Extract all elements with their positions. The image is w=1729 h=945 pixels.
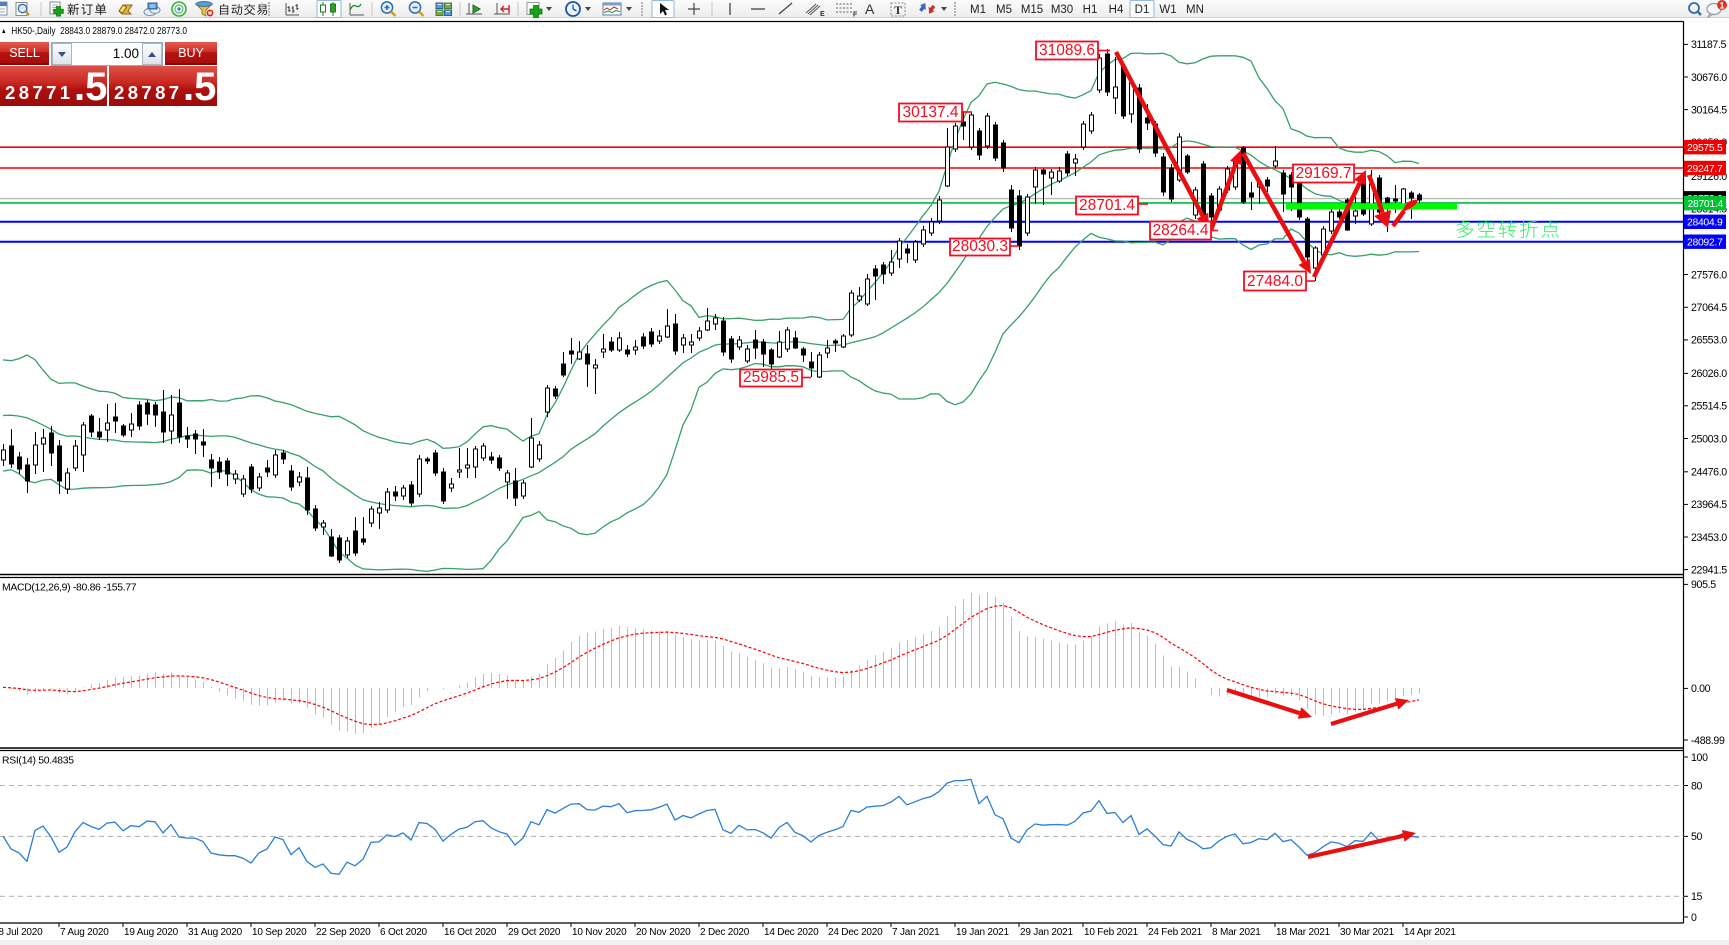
svg-text:22941.5: 22941.5 (1691, 564, 1727, 576)
svg-text:31187.5: 31187.5 (1691, 39, 1727, 51)
svg-text:905.5: 905.5 (1691, 579, 1716, 591)
svg-text:28264.4: 28264.4 (1152, 222, 1208, 239)
svg-text:29169.7: 29169.7 (1295, 165, 1351, 182)
svg-text:22 Sep 2020: 22 Sep 2020 (316, 927, 371, 938)
svg-text:H1: H1 (1083, 4, 1098, 16)
svg-text:31089.6: 31089.6 (1039, 42, 1095, 59)
svg-text:F: F (853, 12, 858, 19)
svg-text:28404.9: 28404.9 (1687, 218, 1723, 229)
svg-text:27064.5: 27064.5 (1691, 302, 1727, 314)
svg-text:28701.4: 28701.4 (1079, 197, 1135, 214)
svg-text:19 Jan 2021: 19 Jan 2021 (956, 927, 1009, 938)
svg-text:50: 50 (1691, 831, 1703, 843)
svg-text:H4: H4 (1109, 4, 1124, 16)
svg-text:MN: MN (1186, 4, 1204, 16)
svg-text:18 Mar 2021: 18 Mar 2021 (1276, 927, 1331, 938)
svg-text:24 Feb 2021: 24 Feb 2021 (1148, 927, 1203, 938)
svg-text:26026.0: 26026.0 (1691, 368, 1727, 380)
svg-text:25514.5: 25514.5 (1691, 401, 1727, 413)
svg-text:7 Jan 2021: 7 Jan 2021 (892, 927, 940, 938)
svg-text:10 Sep 2020: 10 Sep 2020 (252, 927, 307, 938)
svg-text:RSI(14) 50.4835: RSI(14) 50.4835 (2, 756, 74, 767)
svg-text:1: 1 (1719, 1, 1724, 11)
svg-text:100: 100 (1691, 752, 1708, 764)
svg-text:25003.0: 25003.0 (1691, 433, 1727, 445)
svg-text:M5: M5 (996, 4, 1012, 16)
svg-text:D1: D1 (1135, 4, 1150, 16)
svg-text:27484.0: 27484.0 (1247, 273, 1303, 290)
svg-text:T: T (894, 3, 902, 17)
svg-text:30676.0: 30676.0 (1691, 72, 1727, 84)
svg-text:7 Aug 2020: 7 Aug 2020 (60, 927, 109, 938)
svg-text:20 Nov 2020: 20 Nov 2020 (636, 927, 691, 938)
svg-text:A: A (865, 1, 875, 17)
svg-text:W1: W1 (1159, 4, 1176, 16)
svg-text:0.00: 0.00 (1691, 683, 1711, 695)
svg-text:8 Mar 2021: 8 Mar 2021 (1212, 927, 1261, 938)
svg-text:19 Aug 2020: 19 Aug 2020 (124, 927, 179, 938)
svg-text:29575.5: 29575.5 (1687, 143, 1723, 154)
svg-text:30164.5: 30164.5 (1691, 104, 1727, 116)
svg-text:M1: M1 (970, 4, 986, 16)
svg-text:80: 80 (1691, 780, 1703, 792)
svg-text:2 Dec 2020: 2 Dec 2020 (700, 927, 750, 938)
svg-text:25985.5: 25985.5 (743, 369, 799, 386)
svg-text:29 Oct 2020: 29 Oct 2020 (508, 927, 561, 938)
svg-text:M30: M30 (1051, 4, 1073, 16)
svg-text:M15: M15 (1021, 4, 1043, 16)
svg-text:30 Mar 2021: 30 Mar 2021 (1340, 927, 1395, 938)
svg-text:-488.99: -488.99 (1691, 735, 1725, 747)
svg-text:15: 15 (1691, 891, 1703, 903)
svg-text:24476.0: 24476.0 (1691, 467, 1727, 479)
svg-text:6 Oct 2020: 6 Oct 2020 (380, 927, 428, 938)
svg-text:28092.7: 28092.7 (1687, 238, 1723, 249)
svg-text:26553.0: 26553.0 (1691, 335, 1727, 347)
svg-text:10 Nov 2020: 10 Nov 2020 (572, 927, 627, 938)
svg-text:MACD(12,26,9) -80.86 -155.77: MACD(12,26,9) -80.86 -155.77 (2, 583, 137, 594)
svg-text:23964.5: 23964.5 (1691, 499, 1727, 511)
svg-text:28701.4: 28701.4 (1688, 199, 1724, 210)
svg-text:29 Jan 2021: 29 Jan 2021 (1020, 927, 1073, 938)
svg-text:24 Dec 2020: 24 Dec 2020 (828, 927, 883, 938)
svg-text:0: 0 (1691, 912, 1697, 924)
svg-text:28 Jul 2020: 28 Jul 2020 (0, 927, 43, 938)
svg-text:E: E (820, 11, 825, 18)
svg-text:23453.0: 23453.0 (1691, 532, 1727, 544)
svg-text:28030.3: 28030.3 (952, 238, 1008, 255)
svg-text:14 Apr 2021: 14 Apr 2021 (1404, 927, 1456, 938)
svg-text:29247.7: 29247.7 (1687, 164, 1723, 175)
svg-text:14 Dec 2020: 14 Dec 2020 (764, 927, 819, 938)
svg-text:16 Oct 2020: 16 Oct 2020 (444, 927, 497, 938)
svg-text:27576.0: 27576.0 (1691, 269, 1727, 281)
svg-text:30137.4: 30137.4 (902, 104, 958, 121)
svg-text:31 Aug 2020: 31 Aug 2020 (188, 927, 243, 938)
svg-text:10 Feb 2021: 10 Feb 2021 (1084, 927, 1139, 938)
